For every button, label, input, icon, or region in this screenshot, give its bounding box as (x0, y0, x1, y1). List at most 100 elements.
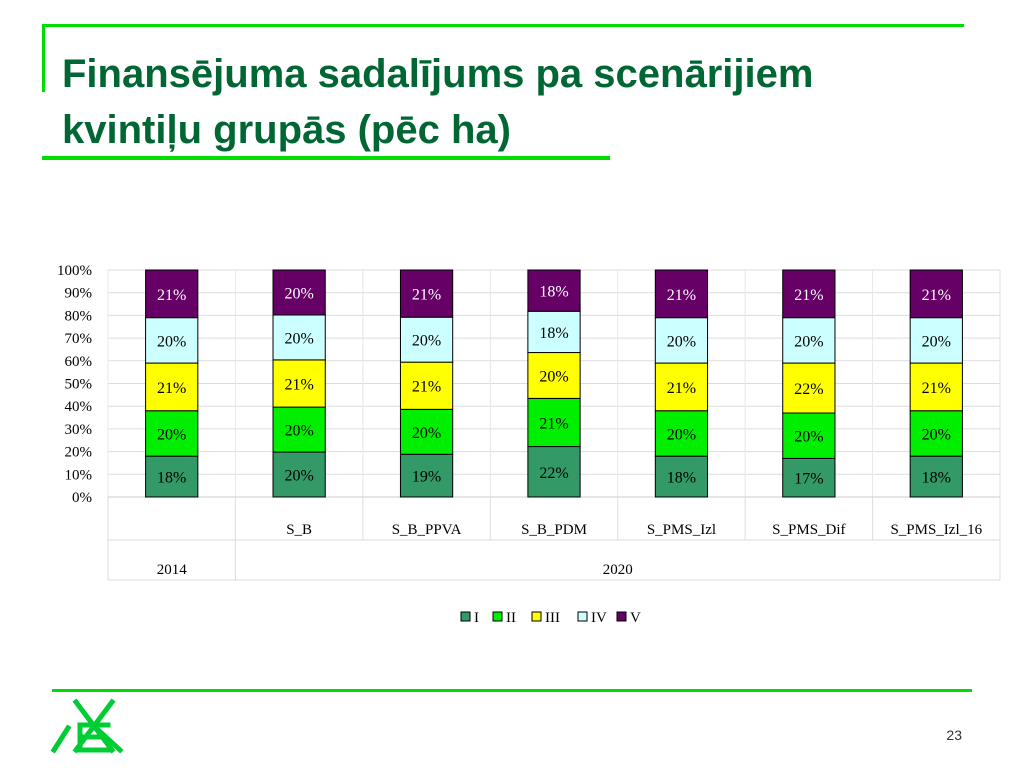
bar-segment (654, 362, 709, 412)
y-tick-label: 80% (65, 308, 93, 324)
bar-segment (145, 362, 199, 412)
bar-segment (527, 446, 581, 498)
bar-segment (654, 455, 709, 498)
letter-e-cross-logo-icon (50, 698, 124, 754)
bar-segment (654, 410, 709, 457)
x-tick-label: S_PMS_Izl_16 (890, 522, 982, 538)
data-label: 20% (412, 333, 441, 350)
group-label: 2020 (603, 562, 633, 578)
y-tick-label: 50% (65, 377, 93, 393)
legend-swatch (616, 611, 627, 622)
bar-segment (272, 451, 326, 498)
data-label: 18% (922, 470, 951, 487)
page-number: 23 (946, 727, 962, 743)
bar-segment (399, 361, 454, 410)
slide-title-line2: kvintiļu grupās (pēc ha) (62, 108, 511, 152)
data-label: 20% (157, 333, 186, 350)
data-label: 18% (157, 470, 186, 487)
data-label: 21% (922, 287, 951, 304)
legend-label: V (630, 610, 641, 626)
y-tick-label: 20% (65, 445, 93, 461)
slide-title: Finansējuma sadalījums pa scenārijiem kv… (62, 46, 813, 158)
bar-segment (399, 316, 454, 363)
data-label: 21% (667, 287, 696, 304)
bar-segment (527, 269, 581, 312)
data-label: 21% (412, 287, 441, 304)
bar-segment (272, 314, 326, 361)
legend-label: I (474, 610, 479, 626)
data-label: 22% (794, 381, 823, 398)
data-label: 21% (157, 287, 186, 304)
bar-segment (527, 310, 581, 354)
data-label: 20% (922, 426, 951, 443)
data-label: 21% (539, 415, 568, 432)
slide-title-line1: Finansējuma sadalījums pa scenārijiem (62, 52, 814, 96)
title-top-rule (42, 24, 964, 27)
data-label: 20% (412, 425, 441, 442)
data-label: 20% (284, 285, 313, 302)
data-label: 20% (794, 333, 823, 350)
data-label: 21% (922, 380, 951, 397)
legend-label: II (506, 610, 516, 626)
data-label: 17% (794, 471, 823, 488)
legend-label: IV (591, 610, 607, 626)
legend-label: III (545, 610, 560, 626)
bar-segment (145, 317, 199, 364)
data-label: 21% (412, 379, 441, 396)
bar-segment (399, 269, 454, 318)
footer-rule (52, 689, 972, 692)
bar-segment (909, 269, 963, 319)
data-label: 18% (667, 470, 696, 487)
bar-segment (654, 269, 709, 319)
y-tick-label: 100% (57, 263, 92, 279)
data-label: 20% (157, 426, 186, 443)
y-tick-label: 60% (65, 354, 93, 370)
bar-segment (654, 317, 709, 364)
legend-swatch (492, 611, 503, 622)
data-label: 20% (284, 423, 313, 440)
y-tick-label: 70% (65, 331, 93, 347)
data-label: 20% (284, 468, 313, 485)
bar-segment (145, 455, 199, 498)
data-label: 21% (667, 380, 696, 397)
bar-segment (399, 453, 454, 498)
x-tick-label: S_B (286, 522, 312, 538)
bar-segment (399, 408, 454, 455)
y-tick-label: 0% (72, 490, 92, 506)
data-label: 20% (539, 368, 568, 385)
title-underline (42, 156, 610, 160)
data-label: 20% (667, 426, 696, 443)
bar-segment (782, 412, 836, 459)
data-label: 21% (157, 380, 186, 397)
bar-segment (272, 269, 326, 316)
y-tick-label: 40% (65, 399, 93, 415)
bar-segment (272, 359, 326, 408)
bar-segment (782, 362, 836, 414)
title-block: Finansējuma sadalījums pa scenārijiem kv… (42, 24, 966, 164)
legend-swatch (460, 611, 471, 622)
legend-swatch (531, 611, 542, 622)
data-label: 22% (539, 465, 568, 482)
bar-segment (782, 269, 836, 319)
x-tick-label: S_B_PPVA (392, 522, 462, 538)
legend-swatch (577, 611, 588, 622)
x-tick-label: S_PMS_Izl (647, 522, 716, 538)
data-label: 19% (412, 469, 441, 486)
y-tick-label: 90% (65, 286, 93, 302)
x-tick-label: S_PMS_Dif (772, 522, 845, 538)
data-label: 20% (667, 333, 696, 350)
bar-segment (145, 269, 199, 319)
x-tick-label: S_B_PDM (521, 522, 587, 538)
title-left-rule (42, 24, 45, 92)
data-label: 20% (922, 333, 951, 350)
y-tick-label: 30% (65, 422, 93, 438)
data-label: 20% (284, 330, 313, 347)
data-label: 21% (794, 287, 823, 304)
bar-segment (527, 352, 581, 399)
bar-segment (527, 397, 581, 448)
stacked-bar-chart: 0% 10% 20% 30% 40% 50% 60% 70% 80% 90% 100% S_B S_B_… (57, 263, 1001, 626)
data-label: 18% (539, 325, 568, 342)
data-label: 18% (539, 284, 568, 301)
data-label: 21% (284, 377, 313, 394)
y-tick-label: 10% (65, 467, 93, 483)
